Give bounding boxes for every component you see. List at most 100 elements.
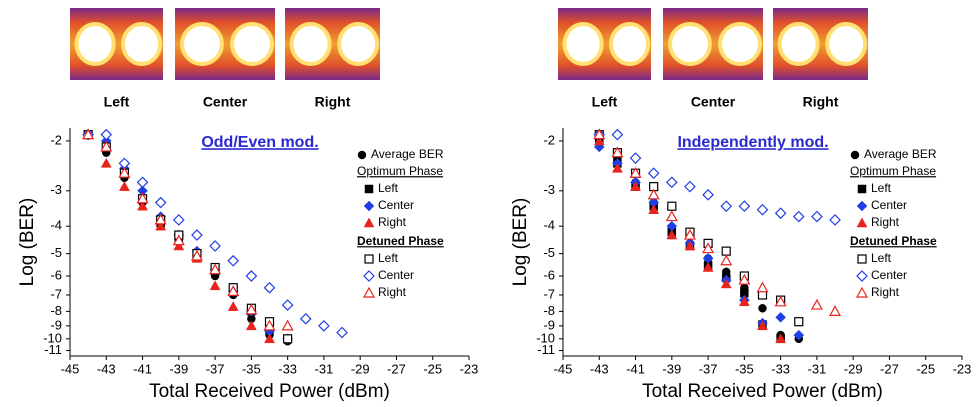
- y-tick-label: -2: [50, 132, 62, 147]
- legend-label: Center: [871, 198, 907, 212]
- marker: [337, 328, 347, 338]
- eye-opening: [827, 24, 865, 64]
- legend-marker: [857, 201, 867, 211]
- legend-marker: [364, 201, 374, 211]
- legend-label: Right: [378, 285, 407, 299]
- marker: [685, 182, 695, 192]
- legend-marker: [857, 288, 867, 297]
- y-tick-label: -7: [543, 286, 555, 301]
- x-tick-label: -27: [880, 361, 899, 376]
- x-tick-label: -25: [916, 361, 935, 376]
- marker: [830, 215, 840, 225]
- legend-label: Center: [871, 268, 907, 282]
- x-tick-label: -37: [699, 361, 718, 376]
- x-tick-label: -27: [387, 361, 406, 376]
- x-tick-label: -23: [953, 361, 972, 376]
- legend-marker: [365, 255, 373, 263]
- x-tick-label: -31: [315, 361, 334, 376]
- marker: [668, 202, 676, 210]
- marker: [319, 321, 329, 331]
- y-tick-label: -6: [50, 267, 62, 282]
- marker: [210, 241, 220, 251]
- x-tick-label: -45: [554, 361, 573, 376]
- y-tick-label: -3: [543, 182, 555, 197]
- marker: [812, 212, 822, 222]
- legend-marker: [858, 185, 866, 193]
- legend-label: Left: [378, 251, 399, 265]
- marker: [138, 177, 148, 187]
- eye-opening: [339, 24, 377, 64]
- marker: [739, 201, 749, 211]
- legend-marker: [857, 218, 867, 227]
- legend-marker: [365, 185, 373, 193]
- x-tick-label: -35: [735, 361, 754, 376]
- marker: [721, 201, 731, 211]
- eye-label: Right: [803, 94, 839, 110]
- x-tick-label: -33: [278, 361, 297, 376]
- y-tick-label: -3: [50, 182, 62, 197]
- y-axis-label: Log (BER): [17, 198, 38, 287]
- marker: [101, 158, 111, 167]
- eye-label: Center: [203, 94, 248, 110]
- x-tick-label: -41: [133, 361, 152, 376]
- x-tick-label: -33: [771, 361, 790, 376]
- marker: [776, 312, 786, 322]
- marker: [283, 321, 293, 330]
- y-tick-label: -5: [50, 245, 62, 260]
- legend-group-title: Detuned Phase: [850, 234, 937, 248]
- legend-marker: [364, 288, 374, 297]
- marker: [228, 302, 238, 311]
- eye-opening: [611, 24, 648, 64]
- marker: [192, 230, 202, 240]
- marker: [228, 256, 238, 266]
- marker: [301, 314, 311, 324]
- eye-opening: [182, 24, 222, 64]
- y-tick-label: -5: [543, 245, 555, 260]
- y-tick-label: -11: [44, 342, 62, 357]
- legend-label: Right: [378, 215, 407, 229]
- marker: [174, 215, 184, 225]
- eye-label: Center: [691, 94, 736, 110]
- legend-label: Right: [871, 285, 900, 299]
- x-tick-label: -43: [97, 361, 116, 376]
- y-tick-label: -8: [50, 303, 62, 318]
- eye-opening: [77, 24, 114, 64]
- y-tick-label: -7: [50, 286, 62, 301]
- marker: [812, 300, 822, 309]
- marker: [119, 182, 129, 191]
- marker: [284, 335, 292, 343]
- marker: [758, 205, 768, 215]
- legend-group-title: Optimum Phase: [850, 164, 936, 178]
- marker: [667, 212, 677, 221]
- marker: [667, 177, 677, 187]
- legend-marker: [358, 151, 366, 159]
- marker: [758, 283, 768, 292]
- marker: [649, 168, 659, 178]
- annotation: Independently mod.: [677, 134, 828, 151]
- marker: [794, 212, 804, 222]
- marker: [283, 300, 293, 310]
- legend-label: Left: [378, 181, 399, 195]
- legend-marker: [364, 218, 374, 227]
- legend-group-title: Detuned Phase: [357, 234, 444, 248]
- eye-opening: [670, 24, 710, 64]
- x-tick-label: -41: [626, 361, 645, 376]
- y-tick-label: -2: [543, 132, 555, 147]
- x-tick-label: -39: [662, 361, 681, 376]
- legend-label: Right: [871, 215, 900, 229]
- figure: LeftCenterRight-2-3-4-5-6-7-8-9-10-11-45…: [0, 0, 977, 407]
- y-tick-label: -8: [543, 303, 555, 318]
- marker: [722, 247, 730, 255]
- eye-opening: [565, 24, 602, 64]
- legend-label: Center: [378, 268, 414, 282]
- x-tick-label: -23: [460, 361, 479, 376]
- y-tick-label: -4: [543, 218, 555, 233]
- x-tick-label: -31: [808, 361, 827, 376]
- eye-opening: [292, 24, 330, 64]
- x-tick-label: -45: [61, 361, 80, 376]
- x-tick-label: -29: [351, 361, 370, 376]
- y-axis-label: Log (BER): [510, 198, 531, 287]
- eye-opening: [720, 24, 760, 64]
- legend-marker: [858, 255, 866, 263]
- eye-label: Right: [315, 94, 351, 110]
